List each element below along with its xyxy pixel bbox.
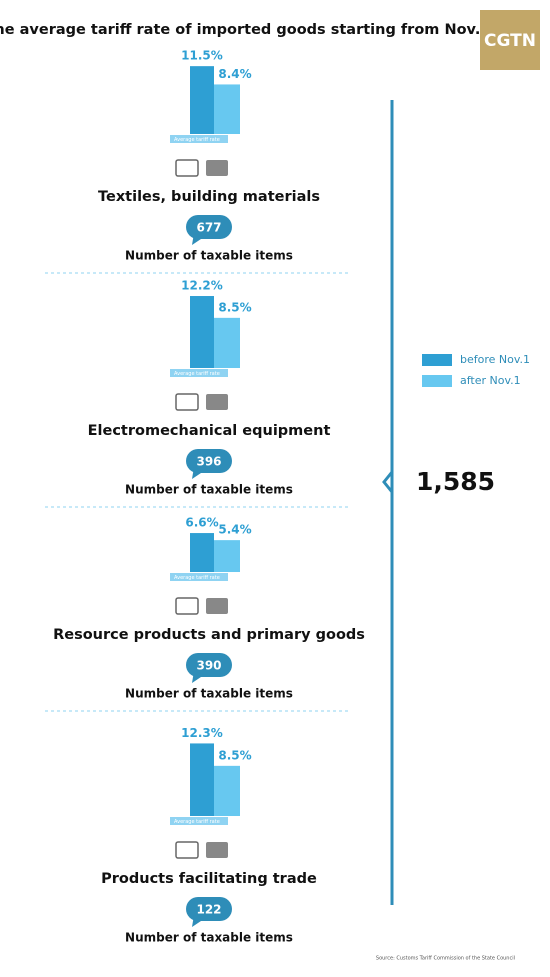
axis-label: Average tariff rate [174,371,220,377]
axis-label: Average tariff rate [174,819,220,825]
item-count: 122 [196,903,221,917]
section-title: Resource products and primary goods [53,627,365,643]
bubble [186,449,232,473]
value-label: 12.2% [181,279,223,293]
icon [206,394,228,410]
bubble-tail [192,671,204,683]
source: Source: Customs Tariff Commission of the… [376,956,515,962]
item-count: 390 [196,659,221,673]
bar [214,84,240,134]
items-label: Number of taxable items [125,483,293,497]
bubble-tail [192,233,204,245]
item-count: 396 [196,455,221,469]
axis-strip [170,573,228,581]
value-label: 8.4% [218,67,251,81]
bar [214,540,240,572]
bubble-tail [192,915,204,927]
icon [206,598,228,614]
axis-label: Average tariff rate [174,137,220,143]
value-label: 8.5% [218,748,251,762]
total: 1,585 [416,467,495,496]
bar [190,533,214,572]
icon [175,393,199,411]
legend-label: before Nov.1 [460,353,530,366]
value-label: 5.4% [218,523,251,537]
value-label: 12.3% [181,726,223,740]
section-title: Products facilitating trade [101,871,317,887]
bar [190,66,214,134]
value-label: 8.5% [218,300,251,314]
axis-strip [170,369,228,377]
section-title: Textiles, building materials [98,189,320,205]
axis-strip [170,135,228,143]
icon [175,159,199,177]
bar [214,317,240,368]
bubble [186,215,232,239]
icon [206,160,228,176]
bar [190,296,214,368]
bar [214,765,240,816]
logo-box [480,10,540,70]
bracket-arrow [382,471,394,493]
icon [175,841,199,859]
icon [206,842,228,858]
icon [175,597,199,615]
items-label: Number of taxable items [125,249,293,263]
legend-label: after Nov.1 [460,374,521,387]
value-label: 6.6% [185,516,218,530]
legend-swatch [422,375,452,387]
page-title: The average tariff rate of imported good… [0,22,495,38]
logo: CGTN [484,31,536,51]
item-count: 677 [196,221,221,235]
bubble [186,897,232,921]
section-title: Electromechanical equipment [88,423,331,439]
legend-swatch [422,354,452,366]
axis-label: Average tariff rate [174,575,220,581]
value-label: 11.5% [181,49,223,63]
bubble-tail [192,467,204,479]
items-label: Number of taxable items [125,687,293,701]
bubble [186,653,232,677]
items-label: Number of taxable items [125,931,293,945]
bar [190,743,214,816]
axis-strip [170,817,228,825]
